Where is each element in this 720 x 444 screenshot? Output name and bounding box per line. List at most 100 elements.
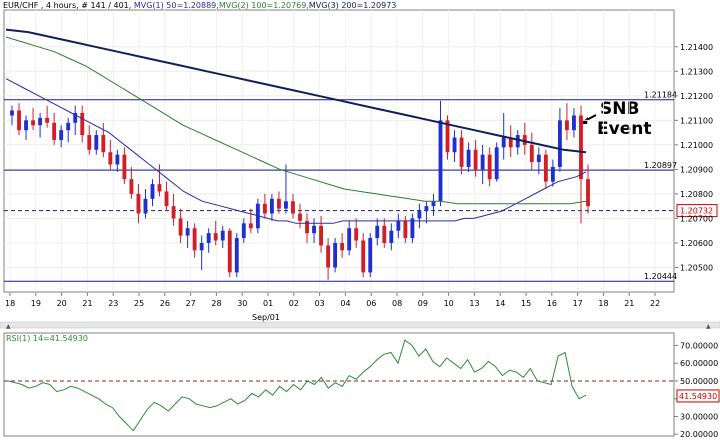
rsi-current-box [676, 389, 720, 403]
candle-body [136, 193, 141, 214]
candle-body [375, 225, 380, 239]
candle-body [234, 238, 239, 273]
candle-body [52, 122, 57, 140]
candle-body [319, 225, 324, 246]
candle-body [248, 223, 253, 229]
candle-body [276, 198, 281, 209]
candle-body [298, 213, 302, 221]
candle-body [122, 154, 127, 180]
candle-body [213, 233, 218, 241]
candle-body [410, 218, 415, 239]
panel-separator[interactable] [0, 321, 720, 329]
x-tick-label: 27 [186, 299, 196, 308]
rsi-y-tick-label: 70.00000 [680, 341, 718, 350]
price-level-label: 1.20444 [644, 272, 677, 281]
candle-body [459, 137, 464, 167]
header-symbol: EUR/CHF , 4 hours, # 141 / 401, [3, 1, 134, 10]
chart-header: EUR/CHF , 4 hours, # 141 / 401, MVG(1) 5… [3, 1, 396, 10]
price-level-label: 1.21184 [644, 91, 677, 100]
x-tick-label: 01 [263, 299, 273, 308]
candle-body [389, 230, 394, 243]
x-tick-label: 18 [598, 299, 608, 308]
candle-body [382, 225, 387, 243]
candle-body [269, 198, 274, 214]
candle-body [340, 242, 345, 251]
candle-body [129, 179, 134, 194]
x-tick-label: 22 [650, 299, 660, 308]
price-y-tick-label: 1.20800 [680, 190, 713, 199]
candle-body [515, 135, 520, 148]
rsi-y-tick-label: 30.00000 [680, 412, 718, 421]
x-tick-label: 28 [211, 299, 221, 308]
x-tick-label: 26 [160, 299, 170, 308]
header-mvg1: MVG(1) 50=1.20889, [134, 1, 219, 10]
rsi-y-tick-label: 50.00000 [680, 377, 718, 386]
candle-body [438, 120, 443, 202]
rsi-current-label: 41.54930 [679, 392, 717, 401]
price-y-tick-label: 1.21400 [680, 43, 713, 52]
candle-body [192, 228, 197, 251]
candle-body [178, 218, 183, 236]
rsi-y-tick-label: 60.00000 [680, 359, 718, 368]
candle-body [333, 242, 338, 268]
x-tick-label: 16 [547, 299, 557, 308]
x-tick-label: 17 [573, 299, 583, 308]
candle-body [354, 228, 359, 241]
annotation-snb: SNB [600, 99, 639, 119]
candle-body [586, 179, 590, 207]
candle-body [536, 154, 541, 163]
candle-body [312, 225, 316, 234]
candle-body [368, 238, 373, 273]
candle-body [501, 137, 506, 148]
price-y-tick-label: 1.21100 [680, 116, 713, 125]
candle-body [10, 110, 14, 116]
candle-body [557, 120, 562, 167]
x-tick-label: 13 [469, 299, 479, 308]
price-y-tick-label: 1.21000 [680, 141, 713, 150]
candle-body [45, 117, 50, 123]
candle-body [143, 198, 148, 214]
x-tick-label: 10 [444, 299, 454, 308]
x-tick-label: 21 [82, 299, 92, 308]
candle-body [572, 115, 576, 131]
candle-body [115, 154, 120, 165]
candle-body [164, 191, 169, 207]
candle-body [24, 120, 28, 131]
price-y-tick-label: 1.20500 [680, 263, 713, 272]
price-level-label: 1.20897 [644, 161, 677, 170]
price-level-label: 1.20732 [680, 207, 713, 216]
rsi-line [7, 339, 587, 432]
candle-body [262, 203, 267, 214]
separator-handle-left[interactable]: ▲ [6, 323, 11, 330]
header-mvg3: MVG(3) 200=1.20973 [309, 1, 397, 10]
candle-body [157, 184, 162, 192]
x-tick-label: 19 [31, 299, 41, 308]
candle-body [171, 206, 176, 219]
price-y-tick-label: 1.21200 [680, 92, 713, 101]
price-panel-frame [3, 9, 675, 293]
candle-body [199, 242, 204, 251]
candle-body [206, 233, 211, 243]
candle-body [38, 117, 43, 126]
candle-body [59, 130, 64, 140]
x-tick-label: 04 [340, 299, 350, 308]
x-tick-label: 20 [57, 299, 67, 308]
candle-body [403, 220, 408, 239]
separator-handle-right[interactable]: ▲ [706, 323, 711, 330]
candle-body [550, 166, 555, 182]
price-y-tick-label: 1.21300 [680, 67, 713, 76]
candle-body [291, 201, 295, 214]
candle-body [150, 184, 155, 199]
candle-body [522, 135, 527, 145]
candle-body [543, 154, 548, 182]
candle-body [361, 240, 366, 273]
x-tick-label: 21 [624, 299, 634, 308]
mvg3-line [5, 28, 587, 154]
candle-body [494, 147, 499, 180]
candle-body [66, 122, 71, 131]
candle-body [473, 149, 478, 170]
candle-body [487, 154, 492, 180]
candle-body [108, 152, 113, 165]
candle-body [579, 115, 583, 180]
